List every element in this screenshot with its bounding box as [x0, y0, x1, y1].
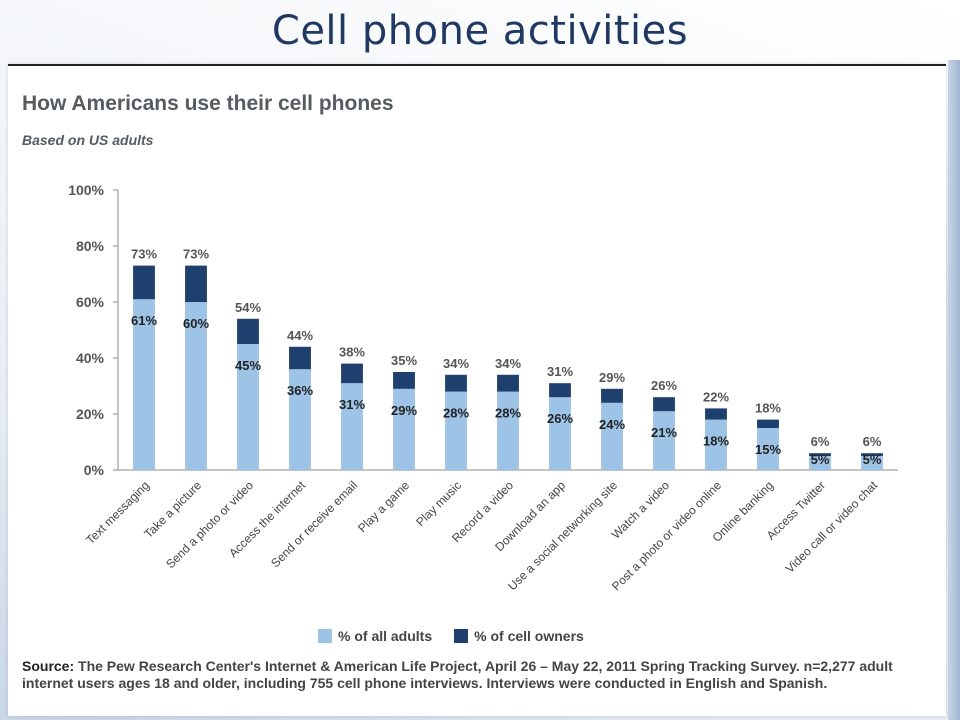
- data-label-all-adults: 45%: [235, 358, 261, 373]
- data-label-all-adults: 5%: [863, 452, 882, 467]
- data-label-all-adults: 61%: [131, 313, 157, 328]
- data-label-cell-owners: 6%: [811, 434, 830, 449]
- bar-chart: 0% 20% 40% 60% 80% 100% 73% 61% Text messaging 73…: [68, 182, 898, 593]
- bar-all-adults: [809, 456, 831, 470]
- bar-all-adults: [757, 428, 779, 470]
- data-label-all-adults: 29%: [391, 403, 417, 418]
- data-label-cell-owners: 35%: [391, 353, 417, 368]
- bar-all-adults: [341, 383, 363, 470]
- y-tick-label: 20%: [76, 406, 105, 422]
- bar-all-adults: [393, 388, 415, 470]
- bar-all-adults: [237, 344, 259, 470]
- data-label-cell-owners: 26%: [651, 378, 677, 393]
- source-text: The Pew Research Center's Internet & Ame…: [22, 658, 893, 691]
- legend-swatch-all-adults: [318, 629, 332, 643]
- bar-cell-owners: [185, 265, 207, 302]
- data-label-cell-owners: 73%: [183, 247, 209, 262]
- y-tick-label: 40%: [76, 350, 105, 366]
- legend-item-all-adults: % of all adults: [318, 628, 432, 644]
- x-category-label: Video call or video chat: [783, 478, 881, 576]
- data-label-cell-owners: 54%: [235, 300, 261, 315]
- bar-cell-owners: [809, 453, 831, 456]
- chart-legend: % of all adults % of cell owners: [318, 628, 584, 644]
- bar-cell-owners: [133, 265, 155, 300]
- bar-cell-owners: [861, 453, 883, 456]
- data-label-cell-owners: 22%: [703, 389, 729, 404]
- legend-label-all-adults: % of all adults: [338, 628, 433, 644]
- bar-cell-owners: [497, 374, 519, 392]
- bar-cell-owners: [601, 388, 623, 403]
- bar-cell-owners: [549, 383, 571, 398]
- data-label-all-adults: 28%: [443, 406, 469, 421]
- x-category-label: Play music: [413, 478, 464, 529]
- data-label-all-adults: 5%: [811, 452, 830, 467]
- bar-all-adults: [445, 391, 467, 470]
- y-tick-label: 80%: [76, 238, 105, 254]
- legend-item-cell-owners: % of cell owners: [454, 628, 584, 644]
- data-label-all-adults: 24%: [599, 417, 625, 432]
- bar-cell-owners: [341, 363, 363, 384]
- bar-cell-owners: [653, 397, 675, 412]
- data-label-all-adults: 26%: [547, 411, 573, 426]
- chart-title: How Americans use their cell phones: [22, 92, 394, 115]
- bar-all-adults: [185, 302, 207, 470]
- y-tick-label: 100%: [68, 182, 104, 198]
- bar-all-adults: [653, 411, 675, 470]
- x-category-label: Play a game: [355, 478, 412, 535]
- bar-cell-owners: [445, 374, 467, 392]
- data-label-all-adults: 31%: [339, 397, 365, 412]
- bar-cell-owners: [237, 318, 259, 344]
- data-label-all-adults: 18%: [703, 434, 729, 449]
- x-category-label: Text messaging: [83, 478, 152, 547]
- slide-title: Cell phone activities: [271, 8, 689, 54]
- data-label-all-adults: 15%: [755, 442, 781, 457]
- bar-all-adults: [497, 391, 519, 470]
- data-label-cell-owners: 44%: [287, 328, 313, 343]
- bar-cell-owners: [705, 408, 727, 420]
- source-note: Source: The Pew Research Center's Intern…: [22, 658, 932, 692]
- data-label-all-adults: 28%: [495, 406, 521, 421]
- data-label-cell-owners: 6%: [863, 434, 882, 449]
- data-label-cell-owners: 34%: [495, 356, 521, 371]
- x-category-label: Use a social networking site: [505, 478, 620, 593]
- bar-all-adults: [861, 456, 883, 470]
- x-category-label: Send or receive email: [268, 478, 360, 570]
- chart-subtitle: Based on US adults: [22, 132, 154, 148]
- bar-cell-owners: [757, 419, 779, 428]
- data-label-cell-owners: 18%: [755, 401, 781, 416]
- legend-swatch-cell-owners: [454, 629, 469, 643]
- bar-all-adults: [601, 402, 623, 470]
- x-category-label: Post a photo or video online: [609, 478, 724, 593]
- data-label-cell-owners: 38%: [339, 345, 365, 360]
- data-label-all-adults: 21%: [651, 425, 677, 440]
- bar-cell-owners: [289, 346, 311, 370]
- x-category-label: Send a photo or video: [163, 478, 256, 571]
- data-label-cell-owners: 34%: [443, 356, 469, 371]
- bar-all-adults: [549, 397, 571, 470]
- bar-all-adults: [705, 419, 727, 470]
- bar-all-adults: [133, 299, 155, 470]
- source-label: Source:: [22, 658, 75, 674]
- y-tick-label: 0%: [84, 462, 105, 478]
- bar-all-adults: [289, 369, 311, 470]
- data-label-all-adults: 60%: [183, 316, 209, 331]
- slide-edge-decoration: [948, 60, 960, 720]
- y-tick-label: 60%: [76, 294, 105, 310]
- legend-label-cell-owners: % of cell owners: [474, 628, 584, 644]
- data-label-cell-owners: 31%: [547, 364, 573, 379]
- data-label-cell-owners: 73%: [131, 247, 157, 262]
- chart-panel: How Americans use their cell phones Base…: [8, 64, 946, 716]
- data-label-all-adults: 36%: [287, 383, 313, 398]
- bar-cell-owners: [393, 372, 415, 389]
- data-label-cell-owners: 29%: [599, 370, 625, 385]
